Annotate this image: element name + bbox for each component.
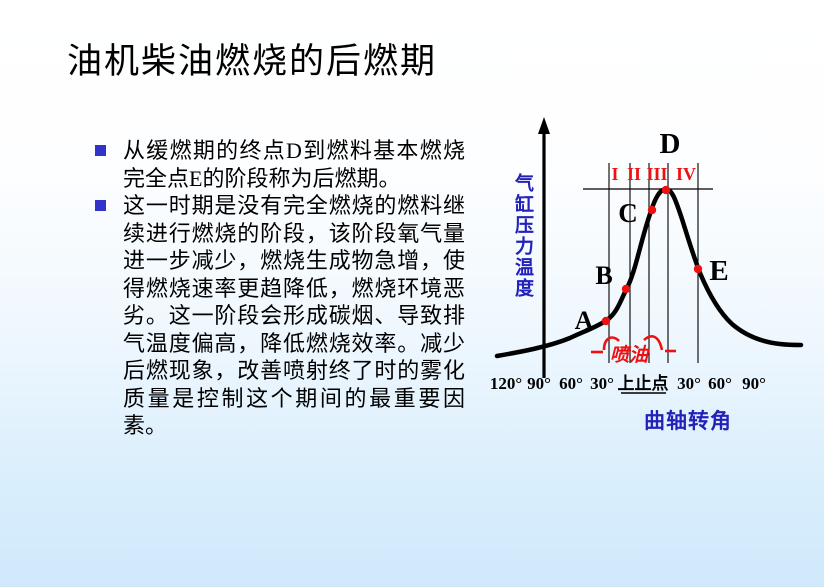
point-label-B: B bbox=[595, 261, 612, 290]
injection-bracket-right-icon bbox=[643, 335, 664, 351]
point-label-E: E bbox=[709, 255, 728, 287]
y-axis-arrow-icon bbox=[538, 117, 550, 134]
phase-label: II bbox=[627, 164, 641, 184]
x-tick-label: 30° bbox=[677, 374, 701, 393]
injection-label: 喷油 bbox=[610, 344, 650, 366]
x-tick-label: 60° bbox=[708, 374, 732, 393]
x-axis-label: 曲轴转角 bbox=[644, 409, 732, 433]
y-axis-label: 气缸压力温度 bbox=[512, 173, 533, 299]
point-dot-E bbox=[693, 264, 703, 274]
list-item: 从缓燃期的终点D到燃料基本燃烧完全点E的阶段称为后燃期。 bbox=[92, 137, 470, 192]
point-dot-D bbox=[661, 185, 671, 195]
page-title: 油机柴油燃烧的后燃期 bbox=[67, 42, 438, 81]
phase-label: IV bbox=[676, 164, 696, 184]
bullet-square-icon bbox=[95, 145, 106, 156]
point-label-D: D bbox=[660, 128, 681, 160]
x-tick-label: 90° bbox=[527, 374, 551, 393]
phase-label: III bbox=[646, 164, 667, 184]
point-dot-B bbox=[621, 284, 631, 294]
point-dot-A bbox=[601, 316, 611, 326]
phase-label: I bbox=[611, 164, 618, 184]
x-tick-label: 90° bbox=[742, 374, 766, 393]
point-dot-C bbox=[647, 205, 657, 215]
bullet-text: 这一时期是没有完全燃烧的燃料继续进行燃烧的阶段，该阶段氧气量进一步减少，燃烧生成… bbox=[123, 193, 465, 438]
point-label-C: C bbox=[618, 198, 638, 228]
bullet-list: 从缓燃期的终点D到燃料基本燃烧完全点E的阶段称为后燃期。 这一时期是没有完全燃烧… bbox=[92, 137, 470, 440]
x-tick-label-tdc: 上止点 bbox=[618, 373, 669, 393]
point-label-A: A bbox=[575, 306, 594, 335]
x-tick-label: 30° bbox=[590, 374, 614, 393]
list-item: 这一时期是没有完全燃烧的燃料继续进行燃烧的阶段，该阶段氧气量进一步减少，燃烧生成… bbox=[92, 192, 470, 440]
combustion-chart: I II III IV A B C D E 喷油 120° 90° 60° 30… bbox=[490, 117, 804, 433]
bullet-text: 从缓燃期的终点D到燃料基本燃烧完全点E的阶段称为后燃期。 bbox=[123, 138, 465, 191]
bullet-square-icon bbox=[95, 200, 106, 211]
x-tick-label: 60° bbox=[559, 374, 583, 393]
x-tick-label: 120° bbox=[490, 374, 522, 393]
injection-bracket-left-icon bbox=[602, 336, 620, 351]
